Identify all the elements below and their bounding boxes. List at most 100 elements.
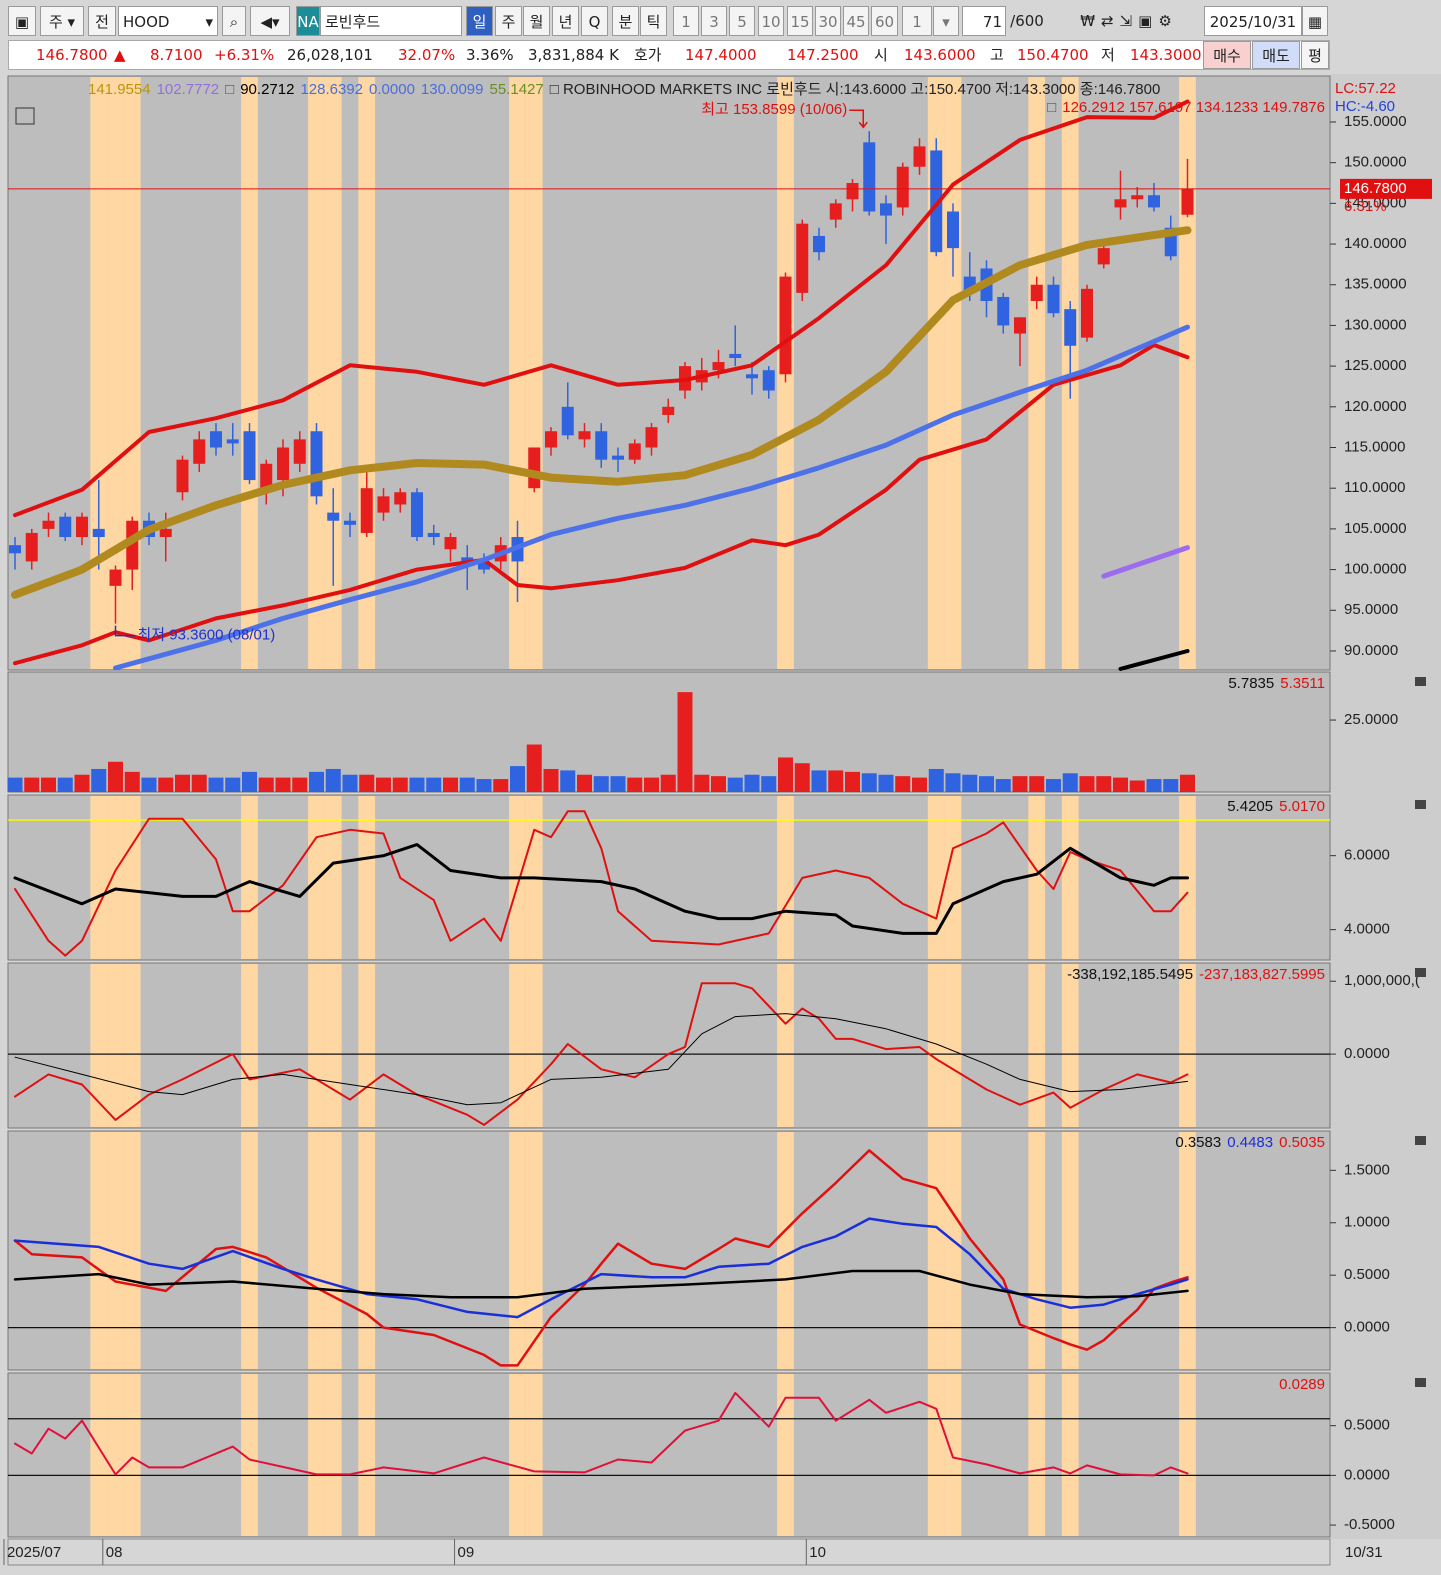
volume-bar [493, 779, 509, 792]
highlight-band [777, 964, 794, 1127]
highlight-band [241, 796, 258, 959]
volume-bar [292, 777, 308, 792]
legend-item: □ [1047, 99, 1056, 116]
interval-button[interactable]: 45 [843, 6, 869, 36]
candle-body [1181, 188, 1194, 215]
period-select[interactable]: 주 ▾ [40, 6, 84, 36]
date-input[interactable]: 2025/10/31 [1204, 6, 1302, 36]
panel-close [1415, 968, 1426, 977]
highlight-band [123, 1374, 141, 1536]
minute-button[interactable]: 분 [612, 6, 639, 36]
legend-row: 0.3583 0.4483 0.5035 [1175, 1134, 1325, 1151]
symbol-input[interactable]: HOOD ▾ [118, 6, 218, 36]
legend-item: 5.4205 [1227, 798, 1273, 815]
volume-bar [1046, 779, 1061, 792]
volume-bar [845, 771, 860, 792]
corner-label: LC:57.22 [1335, 80, 1396, 97]
sell-button[interactable]: 매도 [1252, 41, 1300, 69]
candle-body [427, 532, 440, 538]
highlight-band [1179, 964, 1196, 1127]
annotation: 최저 93.3600 (08/01) [138, 627, 276, 644]
interval-button[interactable]: 1 [673, 6, 699, 36]
year-button[interactable]: 년 [552, 6, 579, 36]
current-price-label: 146.7800 [1344, 180, 1407, 197]
volume-bar [644, 777, 659, 792]
highlight-band [241, 964, 258, 1127]
high-label: 고 [990, 46, 1004, 64]
candle-body [762, 370, 775, 391]
candle-body [76, 516, 88, 538]
search-button[interactable]: ⌕ [222, 6, 246, 36]
highlight-band [123, 1132, 141, 1369]
legend-item: 128.6392 [300, 81, 363, 98]
indicator-line [14, 1013, 1188, 1106]
volume-bar [325, 768, 341, 792]
volume-bar [744, 774, 760, 792]
interval-dropdown[interactable]: ▾ [933, 6, 959, 36]
volume-bar [342, 774, 358, 792]
y-tick-label: 110.0000 [1344, 479, 1405, 496]
quarter-button[interactable]: Q [581, 6, 608, 36]
highlight-band [944, 796, 962, 959]
volume-bar [912, 777, 927, 792]
volume-bar [91, 768, 107, 792]
month-button[interactable]: 월 [523, 6, 550, 36]
symbol: HOOD [123, 13, 170, 31]
all-button[interactable]: 전 [88, 6, 116, 36]
interval-button[interactable]: 5 [729, 6, 755, 36]
highlight-band [324, 1132, 342, 1369]
day-button[interactable]: 일 [466, 6, 493, 36]
candle-body [109, 569, 122, 586]
interval-input[interactable]: 1 [902, 6, 932, 36]
indicator-line [113, 324, 1190, 671]
highlight-band [358, 1132, 376, 1369]
candle-body [545, 431, 557, 448]
interval-button[interactable]: 30 [815, 6, 841, 36]
highlight-band [90, 1132, 108, 1369]
volume-bar [761, 776, 777, 792]
candle-body [528, 447, 541, 489]
name-field[interactable]: 로빈후드 [320, 6, 462, 36]
candle-body [478, 561, 490, 570]
y-tick-label: 0.0000 [1344, 1466, 1390, 1483]
avg-button[interactable]: 평 [1301, 41, 1329, 69]
candle-body [729, 353, 742, 358]
legend-row: 5.7835 5.3511 [1228, 675, 1325, 692]
calendar-button[interactable]: ▦ [1302, 6, 1328, 36]
count-input[interactable]: 71 [962, 6, 1006, 36]
candle-body [896, 166, 909, 208]
indicator-line [13, 1149, 1189, 1367]
candle-body [411, 492, 423, 538]
interval-button[interactable]: 60 [871, 6, 898, 36]
buy-button[interactable]: 매수 [1203, 41, 1251, 69]
interval-button[interactable]: 15 [787, 6, 813, 36]
volume-bar [376, 777, 391, 792]
volume-bar [677, 692, 693, 792]
plot-area [7, 1372, 1331, 1538]
candle-body [193, 439, 206, 464]
interval-button[interactable]: 3 [701, 6, 727, 36]
interval-button[interactable]: 10 [758, 6, 784, 36]
candle-body [662, 406, 675, 415]
week-button[interactable]: 주 [495, 6, 522, 36]
volume-bar [74, 774, 90, 792]
layout-icon[interactable]: ▣ [8, 6, 36, 36]
volume-bar [275, 777, 291, 792]
x-tick-label: 10 [809, 1544, 826, 1561]
volume-bar [828, 770, 844, 792]
legend-item: -338,192,185.5495 [1067, 966, 1193, 983]
volume-bar [1163, 779, 1179, 792]
candle-body [796, 223, 809, 293]
legend-row: 5.4205 5.0170 [1227, 798, 1325, 815]
tick-button[interactable]: 틱 [640, 6, 667, 36]
candle-body [595, 431, 608, 460]
legend-item: 130.0099 [421, 81, 484, 98]
sound-button[interactable]: ◀▾ [250, 6, 290, 36]
tool-icons[interactable]: ₩⇄⇲▣⚙ [1080, 12, 1178, 30]
volume-bar [7, 777, 23, 792]
y-tick-label: 130.0000 [1344, 316, 1407, 333]
volume-bar [1012, 776, 1028, 792]
candle-body [159, 528, 172, 538]
change: 8.7100 [150, 46, 203, 64]
annotation: 최고 153.8599 (10/06) [701, 101, 847, 118]
